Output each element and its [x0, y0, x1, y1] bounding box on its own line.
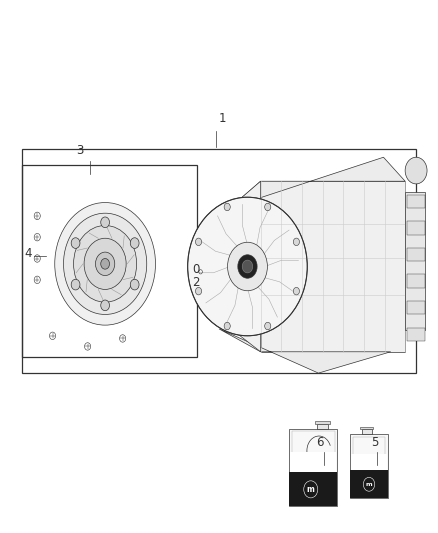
Bar — [407, 221, 425, 235]
Circle shape — [405, 157, 427, 184]
Bar — [407, 274, 425, 288]
Bar — [350, 470, 388, 498]
Bar — [362, 429, 372, 434]
Bar — [315, 421, 329, 424]
Bar — [407, 301, 425, 314]
Bar — [407, 248, 425, 261]
Circle shape — [242, 260, 253, 273]
Polygon shape — [202, 181, 261, 352]
Text: m: m — [366, 482, 372, 487]
Bar — [289, 472, 337, 506]
Text: 1: 1 — [219, 112, 226, 125]
Bar — [22, 165, 197, 357]
Text: 2: 2 — [192, 276, 199, 289]
Circle shape — [224, 203, 230, 211]
Text: m: m — [307, 485, 314, 494]
Bar — [351, 454, 387, 470]
Circle shape — [238, 255, 257, 278]
Circle shape — [224, 322, 230, 330]
Bar — [407, 195, 425, 208]
Bar — [317, 424, 328, 429]
Circle shape — [101, 300, 110, 311]
Bar — [405, 192, 425, 330]
Circle shape — [265, 322, 271, 330]
Circle shape — [55, 203, 155, 325]
Text: 6: 6 — [316, 436, 324, 449]
Circle shape — [130, 238, 139, 248]
Bar — [22, 149, 416, 373]
Circle shape — [64, 213, 147, 314]
Circle shape — [101, 217, 110, 228]
Circle shape — [71, 279, 80, 290]
Circle shape — [130, 279, 139, 290]
Text: 4: 4 — [24, 247, 32, 260]
Polygon shape — [230, 157, 405, 207]
Bar — [360, 427, 373, 429]
Circle shape — [84, 238, 126, 289]
Text: 0: 0 — [192, 263, 199, 276]
Circle shape — [293, 238, 300, 246]
Bar — [292, 431, 335, 504]
Circle shape — [101, 259, 110, 269]
Circle shape — [71, 238, 80, 248]
Bar — [407, 328, 425, 341]
Bar — [350, 434, 388, 498]
Text: 3: 3 — [77, 144, 84, 157]
Circle shape — [195, 287, 201, 295]
Circle shape — [293, 287, 300, 295]
Circle shape — [95, 252, 115, 276]
Circle shape — [74, 225, 137, 302]
Bar — [290, 452, 336, 472]
Bar — [353, 437, 385, 496]
Circle shape — [265, 203, 271, 211]
Circle shape — [195, 238, 201, 246]
Ellipse shape — [187, 197, 307, 336]
Bar — [261, 181, 405, 352]
Bar — [289, 429, 337, 506]
Text: 5: 5 — [371, 436, 378, 449]
Polygon shape — [219, 329, 391, 373]
Ellipse shape — [227, 242, 267, 291]
